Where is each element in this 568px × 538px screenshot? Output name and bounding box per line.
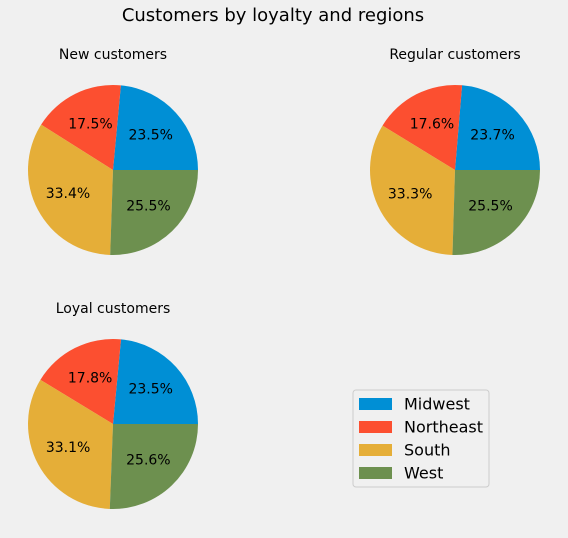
legend-swatch-west xyxy=(359,467,392,479)
legend-label-south: South xyxy=(404,441,451,460)
legend-swatch-northeast xyxy=(359,421,392,433)
pie-label-northeast: 17.5% xyxy=(68,116,112,132)
pie-regular-customers: Regular customers 23.7% 17.6% 33.3% 25.5% xyxy=(370,47,540,255)
pie-slice-northeast xyxy=(382,84,463,170)
pie-slice-south xyxy=(370,125,455,255)
pie-title-regular-customers: Regular customers xyxy=(389,47,520,63)
legend-swatch-midwest xyxy=(359,398,392,410)
pie-slice-south xyxy=(28,379,113,509)
legend-box xyxy=(352,389,490,488)
pie-loyal-customers: Loyal customers 23.5% 17.8% 33.1% 25.6% xyxy=(28,301,198,510)
legend-label-midwest: Midwest xyxy=(404,395,470,414)
pie-label-midwest: 23.7% xyxy=(470,127,514,143)
pie-slice-midwest xyxy=(455,85,540,170)
pie-label-midwest: 23.5% xyxy=(128,382,172,398)
figure-title: Customers by loyalty and regions xyxy=(122,5,424,26)
pie-slice-west xyxy=(452,170,540,255)
pie-slice-northeast xyxy=(40,339,121,424)
legend-label-northeast: Northeast xyxy=(404,418,483,437)
pie-label-northeast: 17.6% xyxy=(410,117,454,133)
pie-slice-south xyxy=(27,124,113,255)
pie-label-northeast: 17.8% xyxy=(68,370,112,386)
pie-label-midwest: 23.5% xyxy=(128,128,172,144)
legend: Midwest Northeast South West xyxy=(352,389,490,488)
pie-label-west: 25.5% xyxy=(126,199,170,215)
pie-title-loyal-customers: Loyal customers xyxy=(56,301,171,317)
pie-label-south: 33.1% xyxy=(46,440,90,456)
pie-label-west: 25.6% xyxy=(126,453,170,469)
legend-label-west: West xyxy=(404,464,443,483)
pie-slice-northeast xyxy=(41,85,121,170)
pie-label-west: 25.5% xyxy=(468,199,512,215)
pie-label-south: 33.3% xyxy=(388,186,432,202)
pie-title-new-customers: New customers xyxy=(59,47,167,63)
pie-label-south: 33.4% xyxy=(46,186,90,202)
pie-new-customers: New customers 23.5% 17.5% 33.4% 25.5% xyxy=(27,47,198,255)
pie-slice-west xyxy=(109,424,198,510)
pie-slice-west xyxy=(110,170,198,255)
legend-swatch-south xyxy=(359,444,392,456)
pie-slice-midwest xyxy=(113,339,198,424)
pie-slice-midwest xyxy=(113,85,198,170)
